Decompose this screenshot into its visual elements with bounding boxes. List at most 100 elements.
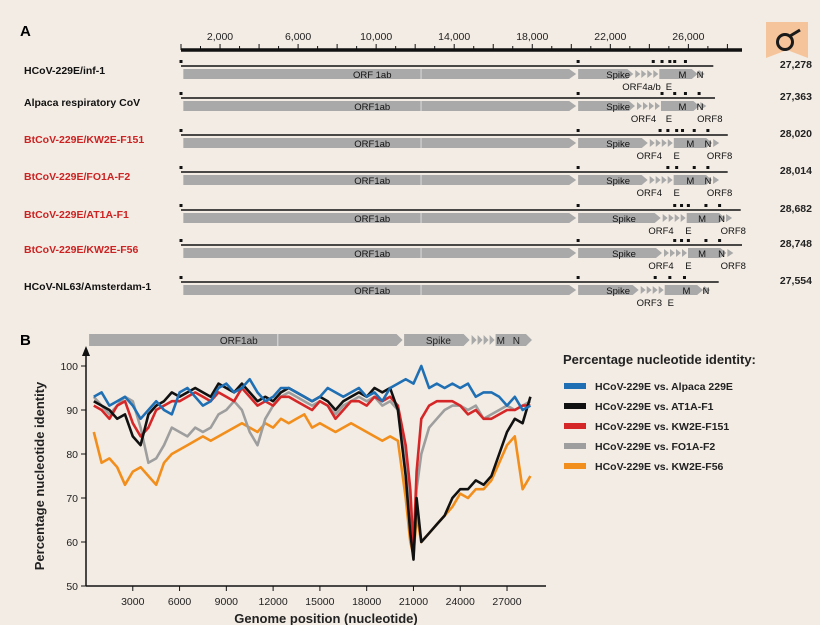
- panel-a-genome-maps: 2,000 6,000 10,000 14,000 18,000 22,000 26,000…: [24, 31, 812, 309]
- genome-track: BtCoV-229E/AT1A-F1 ORF1ab Spike M N ORF4 E ORF8…: [24, 203, 812, 237]
- gene-start-marker: [660, 60, 664, 63]
- orf1ab-gene-arrow: [183, 138, 577, 148]
- gene-label: N: [718, 249, 725, 260]
- gene-start-marker: [686, 239, 690, 242]
- genome-length-label: 27,363: [780, 91, 812, 103]
- accessory-gene-arrow: [655, 176, 661, 184]
- gene-label: M: [698, 214, 706, 225]
- gene-start-marker: [666, 129, 670, 132]
- mn-gene-arrow: [687, 248, 727, 258]
- y-axis-arrow: [82, 346, 90, 356]
- series-line: [93, 386, 531, 553]
- ruler-tick-label: 26,000: [672, 31, 704, 43]
- gene-label: Spike: [606, 286, 630, 297]
- accessory-gene-arrow: [658, 286, 664, 294]
- genome-start-marker: [179, 166, 183, 169]
- accessory-gene-arrow: [636, 102, 642, 110]
- genome-length-label: 28,748: [780, 238, 812, 250]
- orf1ab-gene-arrow: [183, 69, 577, 79]
- gene-label: N: [702, 286, 709, 297]
- panel-b-identity-plot: ORF1ab Spike M N 50 60 70 80 90 100 3000 6000 9000 12…: [32, 334, 756, 625]
- gene-start-marker: [651, 60, 655, 63]
- y-tick-label: 50: [66, 581, 78, 593]
- gene-start-marker: [660, 92, 664, 95]
- gene-label: M: [679, 70, 687, 81]
- spike-gene-arrow: [578, 285, 639, 295]
- gene-label: Spike: [606, 139, 630, 150]
- gene-start-marker: [673, 92, 677, 95]
- gene-start-marker: [576, 129, 580, 132]
- accessory-gene-arrow: [663, 249, 669, 257]
- orf8-gene-arrow: [727, 249, 734, 257]
- gene-start-marker: [692, 129, 696, 132]
- gene-start-marker: [681, 129, 685, 132]
- gene-start-marker: [704, 204, 708, 207]
- orf1ab-bar-arrow: [89, 334, 403, 346]
- legend-title: Percentage nucleotide identity:: [563, 352, 756, 367]
- accessory-gene-arrow: [667, 176, 673, 184]
- gene-label: E: [673, 151, 679, 162]
- x-tick-label: 6000: [168, 596, 192, 608]
- genome-name: BtCoV-229E/FO1A-F2: [24, 171, 130, 183]
- gene-label: ORF4: [648, 226, 673, 237]
- gene-label: Spike: [612, 214, 636, 225]
- gene-start-marker: [658, 129, 662, 132]
- spike-bar-arrow: [404, 334, 470, 346]
- orf1ab-gene-arrow: [183, 248, 577, 258]
- gene-start-marker: [666, 166, 670, 169]
- ruler-tick-label: 6,000: [285, 31, 311, 43]
- gene-start-marker: [576, 276, 580, 279]
- orf1ab-gene-arrow: [183, 213, 577, 223]
- genome-track: Alpaca respiratory CoV ORF1ab Spike M N ORF4 E…: [24, 91, 812, 125]
- accessory-gene-arrow: [654, 102, 660, 110]
- mn-gene-arrow: [686, 213, 726, 223]
- x-axis-title: Genome position (nucleotide): [234, 611, 417, 625]
- genome-length-label: 27,554: [780, 275, 812, 287]
- accessory-gene-arrow: [635, 70, 641, 78]
- gene-label: E: [668, 298, 674, 309]
- gene-start-marker: [704, 239, 708, 242]
- gene-label: ORF4: [637, 188, 662, 199]
- gene-start-marker: [576, 166, 580, 169]
- gene-label: N: [697, 70, 704, 81]
- orf8-gene-arrow: [700, 102, 707, 110]
- gene-label: ORF4a/b: [622, 82, 661, 93]
- accessory-gene-arrow: [648, 102, 654, 110]
- gene-label: ORF4: [648, 261, 673, 272]
- gene-start-marker: [675, 166, 679, 169]
- gene-label: M: [679, 102, 687, 113]
- gene-start-marker: [668, 276, 672, 279]
- genome-length-label: 27,278: [780, 59, 812, 71]
- genome-start-marker: [179, 204, 183, 207]
- gene-start-marker: [697, 92, 701, 95]
- x-tick-label: 18000: [352, 596, 381, 608]
- gene-start-marker: [683, 60, 687, 63]
- gene-start-marker: [653, 276, 657, 279]
- gene-label: ORF8: [707, 151, 732, 162]
- accessory-gene-arrow: [669, 249, 675, 257]
- genome-name: BtCoV-229E/KW2E-F151: [24, 134, 144, 146]
- genome-start-marker: [179, 276, 183, 279]
- gene-label: ORF8: [707, 188, 732, 199]
- accessory-gene-arrow: [681, 249, 687, 257]
- gene-label: M: [686, 176, 694, 187]
- legend-swatch: [564, 383, 586, 389]
- gene-start-marker: [576, 239, 580, 242]
- genome-start-marker: [179, 92, 183, 95]
- gene-start-marker: [673, 204, 677, 207]
- accessory-bar-arrow: [477, 335, 483, 345]
- mn-gene-arrow: [659, 69, 698, 79]
- gene-start-marker: [680, 204, 684, 207]
- legend-label: HCoV-229E vs. Alpaca 229E: [595, 381, 733, 393]
- orf1ab-gene-arrow: [183, 101, 577, 111]
- genome-length-label: 28,014: [780, 165, 812, 177]
- genome-track: HCoV-229E/inf-1 ORF 1ab Spike M N ORF4a/b E 27,…: [24, 59, 812, 93]
- gene-start-marker: [673, 239, 677, 242]
- accessory-gene-arrow: [680, 214, 686, 222]
- legend-swatch: [564, 423, 586, 429]
- gene-label: ORF3: [637, 298, 662, 309]
- gene-start-marker: [686, 204, 690, 207]
- gene-label: ORF1ab: [354, 176, 390, 187]
- ruler-tick-label: 10,000: [360, 31, 392, 43]
- gene-label: N: [704, 176, 711, 187]
